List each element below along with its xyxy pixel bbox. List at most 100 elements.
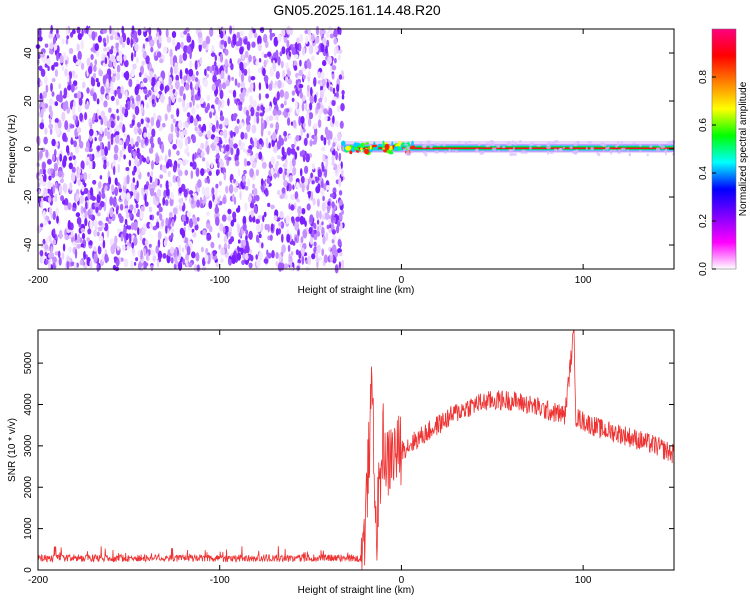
noise-blob [103, 162, 107, 170]
noise-blob [184, 169, 189, 176]
noise-blob [231, 254, 236, 265]
noise-blob [265, 93, 269, 99]
noise-blob [69, 124, 75, 129]
noise-blob [252, 183, 256, 189]
noise-blob [50, 82, 53, 92]
band-noise [617, 140, 620, 145]
noise-blob [335, 91, 339, 98]
noise-blob [100, 110, 106, 119]
noise-blob [341, 169, 344, 177]
noise-blob [247, 195, 252, 203]
noise-blob [146, 117, 150, 124]
noise-blob [172, 143, 177, 150]
signal-blob [410, 145, 415, 149]
noise-blob [52, 256, 57, 264]
noise-blob [322, 154, 326, 162]
noise-blob [224, 138, 228, 144]
noise-blob [201, 186, 206, 196]
noise-blob [318, 114, 321, 120]
noise-blob [195, 77, 198, 83]
noise-blob [47, 180, 52, 189]
noise-blob [161, 164, 167, 173]
noise-blob [327, 206, 330, 214]
noise-blob [176, 131, 180, 138]
noise-blob [239, 122, 244, 127]
noise-blob [119, 36, 124, 45]
band-noise [597, 153, 601, 157]
noise-blob [125, 167, 130, 171]
noise-blob [183, 75, 187, 82]
noise-blob [66, 256, 71, 262]
colorbar: 0.0 0.2 0.4 0.6 0.8 Normalized spectral ampl… [698, 28, 749, 276]
noise-blob [274, 80, 278, 86]
noise-blob [311, 55, 315, 62]
noise-blob [102, 29, 108, 34]
noise-blob [228, 89, 233, 94]
noise-blob [118, 140, 123, 145]
noise-blob [261, 183, 265, 193]
noise-blob [250, 106, 255, 117]
noise-blob [88, 240, 93, 246]
noise-blob [70, 261, 75, 267]
noise-blob [131, 97, 135, 104]
noise-blob [191, 106, 196, 115]
noise-blob [302, 229, 308, 239]
noise-blob [225, 144, 230, 152]
noise-blob [87, 209, 91, 217]
noise-blob [70, 172, 76, 183]
noise-blob [48, 220, 51, 225]
snr-x-ticks: -200 -100 0 100 [28, 330, 592, 586]
noise-blob [65, 145, 70, 154]
noise-blob [337, 131, 342, 142]
noise-blob [130, 182, 135, 192]
noise-blob [89, 260, 93, 269]
noise-blob [234, 98, 237, 104]
noise-blob [256, 115, 260, 124]
noise-blob [197, 87, 201, 97]
colorbar-tick-label: 0.2 [698, 214, 709, 228]
noise-blob [341, 90, 345, 95]
noise-blob [313, 77, 317, 87]
noise-blob [209, 27, 214, 37]
noise-blob [78, 134, 82, 144]
noise-blob [285, 62, 289, 70]
noise-blob [255, 254, 258, 260]
noise-blob [304, 177, 309, 186]
noise-blob [76, 262, 79, 268]
noise-blob [278, 167, 283, 175]
noise-blob [325, 45, 328, 54]
noise-blob [114, 90, 117, 97]
noise-blob [286, 39, 290, 49]
noise-blob [295, 135, 300, 142]
noise-blob [222, 226, 226, 234]
noise-blob [278, 134, 282, 142]
noise-blob [117, 156, 122, 163]
noise-blob [234, 78, 238, 87]
noise-blob [104, 195, 108, 203]
band-noise [509, 152, 514, 157]
noise-blob [41, 254, 45, 263]
noise-blob [279, 194, 285, 199]
noise-blob [202, 229, 207, 236]
noise-blob [289, 262, 293, 268]
noise-blob [143, 184, 149, 191]
noise-blob [103, 42, 107, 47]
noise-blob [120, 85, 124, 96]
noise-blob [184, 137, 188, 147]
noise-blob [331, 65, 337, 71]
noise-blob [308, 227, 313, 235]
noise-blob [243, 68, 248, 76]
noise-blob [220, 30, 224, 39]
noise-blob [315, 91, 319, 98]
noise-blob [192, 153, 195, 163]
noise-blob [306, 58, 311, 68]
noise-blob [160, 93, 165, 104]
noise-blob [163, 239, 168, 247]
noise-blob [213, 61, 217, 67]
noise-blob [258, 241, 262, 249]
noise-blob [72, 207, 77, 212]
noise-blob [74, 233, 78, 241]
noise-blob [322, 195, 325, 202]
noise-blob [316, 210, 320, 220]
colorbar-frame [711, 28, 737, 270]
